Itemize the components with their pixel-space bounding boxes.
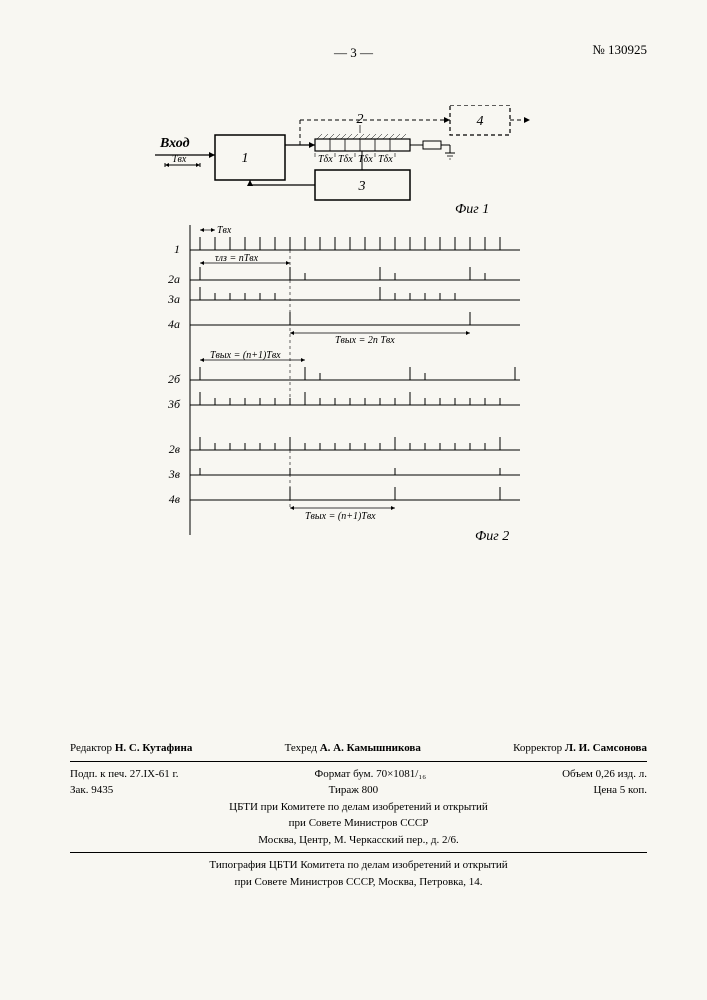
timing-row-2a: 2а τлз = nTвх bbox=[168, 253, 520, 286]
footer: Редактор Н. С. Кутафина Техред А. А. Кам… bbox=[70, 740, 647, 890]
org-line-1: ЦБТИ при Комитете по делам изобретений и… bbox=[70, 799, 647, 816]
delay-label-2: Tδx bbox=[358, 154, 373, 165]
document-number: № 130925 bbox=[592, 42, 647, 58]
print-info-row-2: Зак. 9435 Тираж 800 Цена 5 коп. bbox=[70, 782, 647, 799]
timing-row-3a: 3а bbox=[167, 287, 520, 306]
block-1-label: 1 bbox=[242, 151, 249, 166]
delay-label-0: Tδx bbox=[318, 154, 333, 165]
timing-row-3b: 3б bbox=[167, 392, 520, 411]
address-line: Москва, Центр, М. Черкасский пер., д. 2/… bbox=[70, 832, 647, 849]
svg-text:Tвых = 2n Tвх: Tвых = 2n Tвх bbox=[335, 335, 395, 346]
timing-row-2b: 2б Tвых = (n+1)Tвх bbox=[168, 350, 520, 386]
svg-text:2а: 2а bbox=[168, 272, 180, 286]
timing-row-4a: 4а Tвых = 2n Tвх bbox=[168, 312, 520, 346]
typography-line-2: при Совете Министров СССР, Москва, Петро… bbox=[70, 874, 647, 891]
block-4-label: 4 bbox=[477, 114, 484, 129]
fig2-caption: Фиг 2 bbox=[475, 529, 509, 544]
svg-text:2в: 2в bbox=[169, 442, 180, 456]
timing-diagram: 1 Tвх bbox=[167, 225, 520, 544]
typography-line-1: Типография ЦБТИ Комитета по делам изобре… bbox=[70, 857, 647, 874]
block-3-label: 3 bbox=[358, 179, 366, 194]
credits-row: Редактор Н. С. Кутафина Техред А. А. Кам… bbox=[70, 740, 647, 757]
svg-text:3б: 3б bbox=[167, 397, 181, 411]
timing-row-2v: 2в bbox=[169, 437, 520, 456]
svg-text:2б: 2б bbox=[168, 372, 181, 386]
svg-text:Tвых = (n+1)Tвх: Tвых = (n+1)Tвх bbox=[305, 511, 376, 522]
divider bbox=[70, 761, 647, 762]
diagram-svg: Вход Tвх 1 bbox=[155, 105, 555, 565]
svg-text:4в: 4в bbox=[169, 492, 180, 506]
delay-label-3: Tδx bbox=[378, 154, 393, 165]
print-info-row-1: Подп. к печ. 27.IX-61 г. Формат бум. 70×… bbox=[70, 766, 647, 783]
svg-text:τлз = nTвх: τлз = nTвх bbox=[215, 253, 259, 264]
svg-text:Tвых = (n+1)Tвх: Tвых = (n+1)Tвх bbox=[210, 350, 281, 361]
svg-text:1: 1 bbox=[174, 242, 180, 256]
timing-row-1: 1 Tвх bbox=[174, 225, 520, 256]
input-period-label: Tвх bbox=[172, 154, 187, 165]
page-number: — 3 — bbox=[334, 45, 373, 61]
fig1-caption: Фиг 1 bbox=[455, 202, 489, 217]
delay-label-1: Tδx bbox=[338, 154, 353, 165]
org-line-2: при Совете Министров СССР bbox=[70, 815, 647, 832]
svg-text:Tвх: Tвх bbox=[217, 225, 232, 236]
svg-text:3а: 3а bbox=[167, 292, 180, 306]
svg-text:4а: 4а bbox=[168, 317, 180, 331]
block-diagram: Вход Tвх 1 bbox=[155, 105, 530, 217]
input-label: Вход bbox=[159, 136, 190, 151]
timing-row-4v: 4в Tвых = (n+1)Tвх bbox=[169, 487, 520, 522]
timing-row-3v: 3в bbox=[168, 467, 520, 481]
svg-text:3в: 3в bbox=[168, 467, 180, 481]
figure-container: Вход Tвх 1 bbox=[155, 105, 555, 565]
divider bbox=[70, 852, 647, 853]
